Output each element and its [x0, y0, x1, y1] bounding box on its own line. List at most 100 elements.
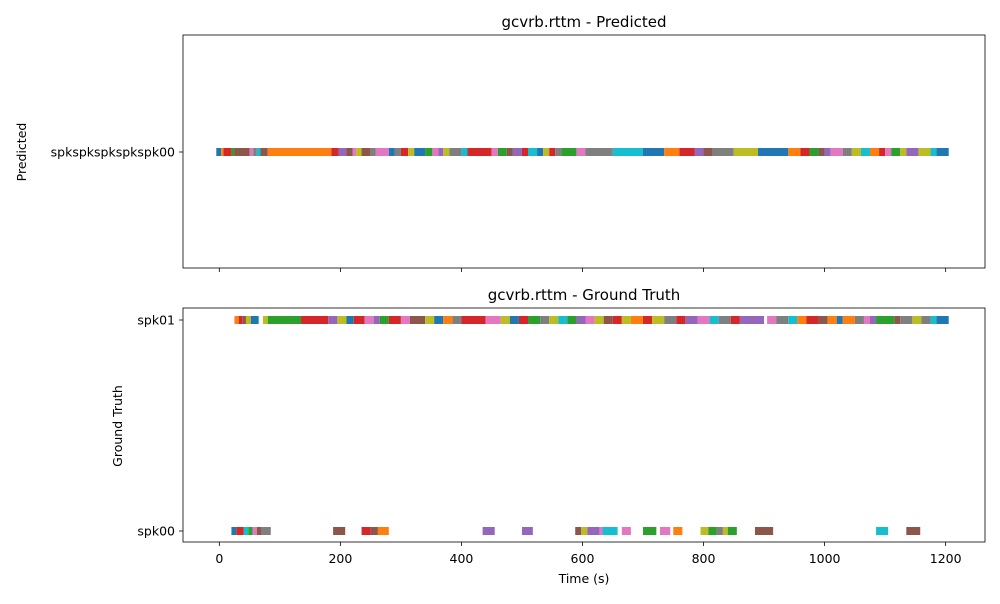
segment-spkspkspkspkspk00-14	[356, 148, 362, 156]
x-tick-label: 1000	[809, 551, 841, 566]
segment-spk00-11	[482, 527, 495, 535]
predicted-ylabel: Predicted	[14, 123, 29, 182]
segment-spkspkspkspkspk00-45	[664, 148, 680, 156]
segment-spkspkspkspkspk00-68	[930, 148, 937, 156]
segment-spk01-50	[776, 316, 789, 324]
segment-spkspkspkspkspk00-59	[851, 148, 861, 156]
segment-spkspkspkspkspk00-62	[879, 148, 886, 156]
segment-spk01-17	[409, 316, 426, 324]
segment-spkspkspkspkspk00-34	[521, 148, 529, 156]
segment-spk01-67	[936, 316, 949, 324]
segment-spk01-6	[267, 316, 302, 324]
segment-spk01-16	[400, 316, 410, 324]
segment-spkspkspkspkspk00-31	[497, 148, 507, 156]
segment-spk01-51	[788, 316, 798, 324]
segment-spk00-5	[256, 527, 262, 535]
segment-spk00-18	[621, 527, 631, 535]
segment-spk01-14	[379, 316, 389, 324]
segment-spk01-29	[549, 316, 559, 324]
segment-spkspkspkspkspk00-3	[231, 148, 235, 156]
segment-spk01-48	[739, 316, 765, 324]
segment-spk00-7	[333, 527, 346, 535]
segment-spkspkspkspkspk00-58	[842, 148, 852, 156]
segment-spk00-28	[876, 527, 889, 535]
predicted-panel: gcvrb.rttm - Predicted Predicted spkspks…	[14, 13, 986, 272]
segment-spk01-28	[540, 316, 550, 324]
segment-spk00-10	[377, 527, 389, 535]
segment-spk01-61	[876, 316, 895, 324]
segment-spk01-10	[346, 316, 354, 324]
segment-spkspkspkspkspk00-57	[830, 148, 843, 156]
segment-spk00-14	[581, 527, 588, 535]
x-tick-label: 1200	[930, 551, 962, 566]
ground-truth-panel: gcvrb.rttm - Ground Truth Ground Truth 0…	[110, 286, 986, 586]
segment-spk01-41	[664, 316, 677, 324]
segment-spk01-44	[697, 316, 710, 324]
segment-spkspkspkspkspk00-40	[561, 148, 577, 156]
segment-spkspkspkspkspk00-49	[712, 148, 734, 156]
segment-spk01-55	[827, 316, 837, 324]
y-tick-label: spk01	[137, 313, 175, 328]
segment-spk01-19	[434, 316, 444, 324]
segment-spk01-56	[836, 316, 843, 324]
x-tick-label: 600	[571, 551, 595, 566]
segment-spk01-27	[528, 316, 541, 324]
segment-spkspkspkspkspk00-25	[438, 148, 444, 156]
segment-spkspkspkspkspk00-11	[338, 148, 347, 156]
predicted-title: gcvrb.rttm - Predicted	[501, 13, 666, 31]
ground-truth-xlabel: Time (s)	[558, 571, 610, 586]
segment-spk01-63	[900, 316, 913, 324]
y-tick-label: spk00	[137, 524, 175, 539]
x-tick-label: 0	[215, 551, 223, 566]
segment-spkspkspkspkspk00-13	[352, 148, 357, 156]
segment-spkspkspkspkspk00-22	[414, 148, 426, 156]
segment-spk01-45	[709, 316, 719, 324]
segment-spkspkspkspkspk00-35	[528, 148, 538, 156]
ground-truth-ylabel: Ground Truth	[110, 385, 125, 467]
predicted-x-ticks	[218, 268, 947, 272]
segment-spk00-0	[231, 527, 237, 535]
segment-spkspkspkspkspk00-61	[870, 148, 880, 156]
segment-spk00-12	[521, 527, 533, 535]
segment-spk01-20	[443, 316, 453, 324]
segment-spk01-42	[676, 316, 686, 324]
segment-spkspkspkspkspk00-29	[467, 148, 492, 156]
segment-spk01-57	[842, 316, 855, 324]
segment-spkspkspkspkspk00-28	[461, 148, 468, 156]
segment-spkspkspkspkspk00-39	[555, 148, 562, 156]
segment-spk01-46	[718, 316, 731, 324]
segment-spk01-4	[250, 316, 259, 324]
segment-spk01-60	[870, 316, 877, 324]
segment-spk00-19	[643, 527, 657, 535]
ground-truth-segments	[231, 316, 949, 535]
segment-spk01-58	[854, 316, 864, 324]
segment-spkspkspkspkspk00-65	[900, 148, 907, 156]
segment-spk00-4	[252, 527, 257, 535]
segment-spkspkspkspkspk00-52	[788, 148, 801, 156]
segment-spkspkspkspkspk00-67	[918, 148, 931, 156]
segment-spk01-15	[388, 316, 401, 324]
segment-spk01-39	[643, 316, 653, 324]
segment-spk00-17	[602, 527, 618, 535]
segment-spk01-2	[242, 316, 246, 324]
segment-spkspkspkspkspk00-10	[331, 148, 339, 156]
segment-spk00-24	[716, 527, 723, 535]
segment-spk01-7	[301, 316, 329, 324]
segment-spk00-22	[700, 527, 709, 535]
segment-spkspkspkspkspk00-53	[800, 148, 810, 156]
segment-spkspkspkspkspk00-4	[234, 148, 250, 156]
predicted-y-ticks: spkspkspkspkspk00	[51, 145, 183, 160]
segment-spkspkspkspkspk00-37	[543, 148, 550, 156]
segment-spk01-13	[373, 316, 380, 324]
segment-spk00-8	[361, 527, 371, 535]
segment-spk01-36	[612, 316, 622, 324]
segment-spkspkspkspkspk00-50	[733, 148, 759, 156]
segment-spk01-49	[767, 316, 777, 324]
segment-spk01-40	[652, 316, 665, 324]
predicted-segments	[216, 148, 949, 156]
segment-spkspkspkspkspk00-54	[809, 148, 819, 156]
segment-spkspkspkspkspk00-36	[537, 148, 544, 156]
segment-spkspkspkspkspk00-8	[260, 148, 268, 156]
segment-spkspkspkspkspk00-48	[703, 148, 713, 156]
